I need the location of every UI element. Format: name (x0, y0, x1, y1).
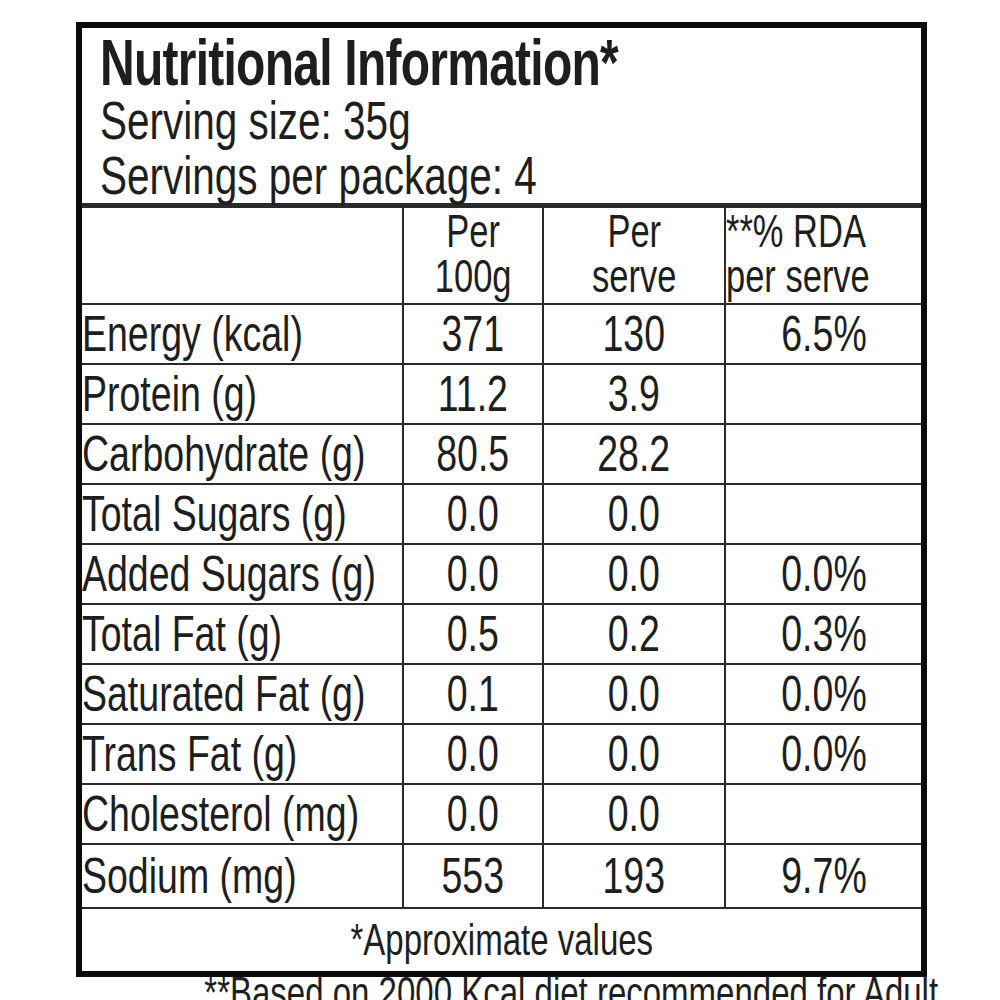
table-row-energy: Energy (kcal) 371 130 6.5% (82, 304, 921, 364)
table-row-carbohydrate: Carbohydrate (g) 80.5 28.2 (82, 424, 921, 484)
serving-size-text: Serving size: 35g (100, 92, 411, 148)
value-per-100g: 80.5 (436, 425, 509, 483)
value-per-serve: 0.0 (608, 665, 660, 723)
footnotes: *Approximate values **Based on 2000 Kcal… (82, 909, 921, 1000)
nutrient-label: Total Fat (g) (82, 605, 282, 663)
footnote-approximate-values-row: *Approximate values (82, 913, 921, 966)
value-per-serve: 130 (603, 305, 666, 363)
value-per-100g: 0.0 (447, 725, 499, 783)
value-per-serve: 28.2 (597, 425, 670, 483)
footnote-rda-basis-row: **Based on 2000 Kcal diet recommended fo… (82, 966, 921, 1000)
table-row-trans-fat: Trans Fat (g) 0.0 0.0 0.0% (82, 724, 921, 784)
value-per-100g: 371 (442, 305, 505, 363)
nutrient-label: Carbohydrate (g) (82, 425, 365, 483)
value-per-serve: 0.0 (608, 785, 660, 843)
value-rda-per-serve: 0.0% (781, 545, 866, 603)
table-header-row: Per 100g Per serve **% RDA per ser (82, 208, 921, 304)
value-rda-per-serve: 6.5% (781, 305, 866, 363)
nutrient-label: Protein (g) (82, 365, 257, 423)
table-row-added-sugars: Added Sugars (g) 0.0 0.0 0.0% (82, 544, 921, 604)
table-row-protein: Protein (g) 11.2 3.9 (82, 364, 921, 424)
nutrient-label: Cholesterol (mg) (82, 785, 359, 843)
value-per-100g: 0.0 (447, 485, 499, 543)
nutrient-label: Sodium (mg) (82, 847, 297, 905)
label-title-row: Nutritional Information* (100, 32, 921, 92)
label-title: Nutritional Information* (100, 32, 618, 94)
value-per-100g: 0.1 (447, 665, 499, 723)
nutrient-label: Total Sugars (g) (82, 485, 347, 543)
value-per-serve: 0.0 (608, 545, 660, 603)
value-per-serve: 3.9 (608, 365, 660, 423)
nutrient-label: Added Sugars (g) (82, 545, 376, 603)
value-rda-per-serve: 9.7% (781, 847, 866, 905)
value-rda-per-serve: 0.0% (781, 665, 866, 723)
servings-per-package-text: Servings per package: 4 (100, 147, 537, 203)
col-header-per-100g: Per 100g (403, 208, 543, 304)
value-per-100g: 11.2 (438, 365, 508, 423)
value-rda-per-serve: 0.3% (781, 605, 866, 663)
nutrition-label: Nutritional Information* Serving size: 3… (76, 22, 927, 977)
nutrient-label: Trans Fat (g) (82, 725, 297, 783)
table-body: Energy (kcal) 371 130 6.5% Protein (g) 1… (82, 304, 921, 908)
table-row-total-fat: Total Fat (g) 0.5 0.2 0.3% (82, 604, 921, 664)
nutrient-label: Energy (kcal) (82, 305, 303, 363)
value-per-100g: 553 (442, 847, 505, 905)
table-row-total-sugars: Total Sugars (g) 0.0 0.0 (82, 484, 921, 544)
footnote-approximate-values: *Approximate values (350, 913, 653, 966)
nutrient-label: Saturated Fat (g) (82, 665, 365, 723)
value-per-serve: 193 (603, 847, 666, 905)
serving-size-row: Serving size: 35g (100, 92, 921, 147)
footnote-rda-basis: **Based on 2000 Kcal diet recommended fo… (204, 966, 938, 1000)
page-background: Nutritional Information* Serving size: 3… (0, 0, 1000, 1000)
value-per-serve: 0.2 (608, 605, 660, 663)
table-header: Per 100g Per serve **% RDA per ser (82, 208, 921, 304)
col-header-per-serve: Per serve (543, 208, 725, 304)
value-rda-per-serve: 0.0% (781, 725, 866, 783)
value-per-serve: 0.0 (608, 725, 660, 783)
value-per-100g: 0.5 (447, 605, 499, 663)
servings-per-package-row: Servings per package: 4 (100, 147, 921, 202)
nutrition-table: Per 100g Per serve **% RDA per ser (82, 208, 921, 909)
col-header-rda-per-serve: **% RDA per serve (725, 208, 921, 304)
value-per-100g: 0.0 (447, 545, 499, 603)
value-per-serve: 0.0 (608, 485, 660, 543)
col-header-nutrient (82, 208, 403, 304)
value-per-100g: 0.0 (447, 785, 499, 843)
table-row-sodium: Sodium (mg) 553 193 9.7% (82, 844, 921, 908)
table-row-cholesterol: Cholesterol (mg) 0.0 0.0 (82, 784, 921, 844)
table-row-saturated-fat: Saturated Fat (g) 0.1 0.0 0.0% (82, 664, 921, 724)
label-header: Nutritional Information* Serving size: 3… (82, 28, 921, 208)
